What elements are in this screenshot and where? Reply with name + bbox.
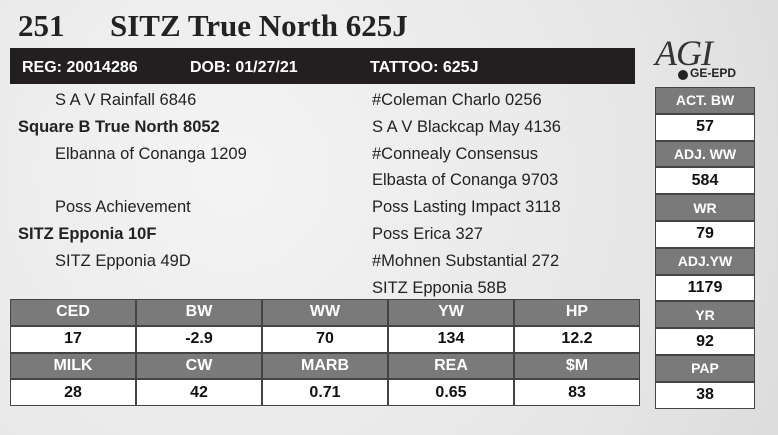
performance-label: ADJ. WW xyxy=(655,140,755,168)
epd-label: MILK xyxy=(10,352,136,380)
grandparent-name: SITZ Epponia 49D xyxy=(55,251,191,270)
performance-label: PAP xyxy=(655,355,755,382)
epd-value: 28 xyxy=(10,379,136,407)
performance-value: 79 xyxy=(655,221,755,248)
logo-sub: GE-EPD xyxy=(690,66,737,80)
performance-label: ACT. BW xyxy=(655,87,755,114)
epd-label: MARB xyxy=(262,352,388,380)
info-field: TATTOO: 625J xyxy=(370,59,479,76)
great-grandparent-name: #Connealy Consensus xyxy=(372,144,539,163)
performance-label: YR xyxy=(655,301,755,329)
info-field: REG: 20014286 xyxy=(22,59,138,76)
epd-value: 12.2 xyxy=(514,325,640,353)
epd-label: BW xyxy=(136,299,262,326)
performance-value: 584 xyxy=(655,167,755,195)
epd-label: CW xyxy=(136,352,262,380)
performance-value: 57 xyxy=(655,113,755,141)
performance-value: 92 xyxy=(655,328,755,355)
epd-label: $M xyxy=(514,352,640,380)
epd-value: 0.65 xyxy=(388,379,514,407)
epd-label: CED xyxy=(10,299,136,326)
epd-value: 70 xyxy=(262,325,388,353)
info-bar xyxy=(10,48,635,84)
grandparent-name: S A V Rainfall 6846 xyxy=(55,91,197,109)
epd-value: 17 xyxy=(10,325,136,353)
great-grandparent-name: Elbasta of Conanga 9703 xyxy=(372,171,559,190)
info-field: DOB: 01/27/21 xyxy=(190,59,298,76)
epd-value: 134 xyxy=(388,325,514,353)
epd-value: 42 xyxy=(136,379,262,407)
grandparent-name: Poss Achievement xyxy=(55,198,191,217)
great-grandparent-name: #Mohnen Substantial 272 xyxy=(372,251,560,270)
performance-value: 38 xyxy=(655,381,755,409)
performance-label: ADJ.YW xyxy=(655,247,755,275)
great-grandparent-name: S A V Blackcap May 4136 xyxy=(372,117,561,136)
performance-label: WR xyxy=(655,194,755,221)
great-grandparent-name: SITZ Epponia 58B xyxy=(372,278,507,297)
epd-value: 83 xyxy=(514,379,640,407)
logo-dot xyxy=(678,70,688,80)
parent-name: SITZ Epponia 10F xyxy=(18,225,157,243)
epd-value: 0.71 xyxy=(262,379,388,407)
epd-label: WW xyxy=(262,299,388,326)
lot-number: 251 xyxy=(18,8,65,43)
epd-label: YW xyxy=(388,299,514,326)
logo-mark: AGI xyxy=(655,33,713,73)
parent-name: Square B True North 8052 xyxy=(18,117,220,136)
great-grandparent-name: #Coleman Charlo 0256 xyxy=(372,91,542,109)
grandparent-name: Elbanna of Conanga 1209 xyxy=(55,144,247,163)
epd-label: HP xyxy=(514,299,640,326)
performance-value: 1179 xyxy=(655,274,755,302)
great-grandparent-name: Poss Lasting Impact 3118 xyxy=(372,198,561,217)
epd-label: REA xyxy=(388,352,514,380)
animal-name: SITZ True North 625J xyxy=(110,8,408,43)
epd-value: -2.9 xyxy=(136,325,262,353)
great-grandparent-name: Poss Erica 327 xyxy=(372,225,483,243)
